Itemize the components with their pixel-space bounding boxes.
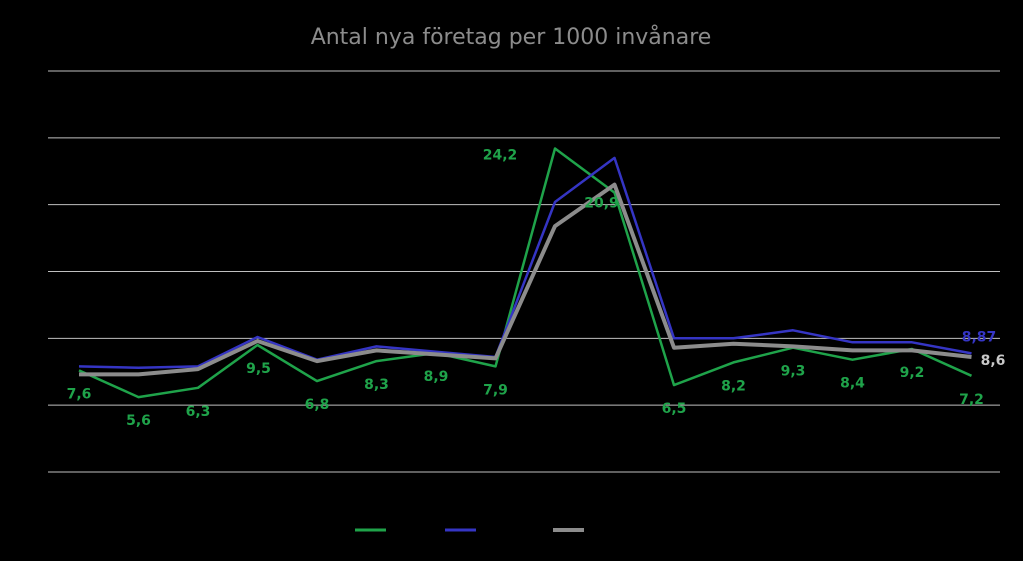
data-label-blue-15: 8,87 xyxy=(962,329,997,345)
data-label-green-2: 6,3 xyxy=(186,404,211,420)
series-line-1 xyxy=(78,156,972,369)
data-label-grey-15: 8,6 xyxy=(981,353,1006,369)
data-label-green-0: 7,6 xyxy=(67,386,92,402)
data-label-green-6: 8,9 xyxy=(424,369,449,385)
data-label-green-8: 24,2 xyxy=(483,148,518,164)
data-label-green-11: 8,2 xyxy=(721,378,746,394)
data-label-green-1: 5,6 xyxy=(126,413,151,429)
series-line-2 xyxy=(79,182,972,377)
series-lines xyxy=(78,147,973,399)
data-label-green-5: 8,3 xyxy=(364,377,389,393)
data-label-green-15: 7,2 xyxy=(959,392,984,408)
data-label-green-7: 7,9 xyxy=(483,382,508,398)
data-label-green-10: 6,5 xyxy=(662,401,687,417)
data-labels: 7,6 5,6 6,3 9,5 6,8 8,3 8,9 7,9 24,2 20,9 6,5 8,2 9,… xyxy=(67,148,1006,430)
gridlines xyxy=(48,70,1000,473)
series-line-0 xyxy=(78,147,973,399)
data-label-green-4: 6,8 xyxy=(305,397,330,413)
data-label-green-14: 9,2 xyxy=(900,365,925,381)
data-label-green-12: 9,3 xyxy=(781,364,806,380)
data-label-green-3: 9,5 xyxy=(246,361,271,377)
chart-title: Antal nya företag per 1000 invånare xyxy=(311,24,712,50)
data-label-green-9: 20,9 xyxy=(584,196,619,212)
data-label-green-13: 8,4 xyxy=(840,376,865,392)
